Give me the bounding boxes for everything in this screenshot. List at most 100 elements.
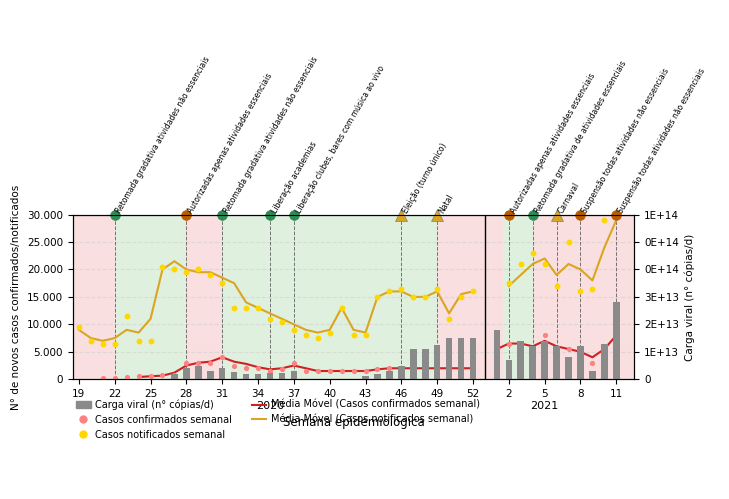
- Point: [181, 359, 192, 367]
- Bar: [494, 330, 500, 379]
- Point: [312, 334, 324, 342]
- Point: [419, 293, 431, 301]
- Bar: [398, 365, 405, 379]
- Bar: [114, 215, 187, 379]
- Point: [359, 331, 371, 339]
- Point: [587, 285, 599, 293]
- Point: [372, 293, 383, 301]
- Point: [144, 372, 156, 380]
- Bar: [565, 357, 572, 379]
- Text: 2020: 2020: [256, 401, 284, 412]
- Point: [252, 364, 264, 372]
- Point: [157, 371, 168, 379]
- Point: [168, 265, 180, 273]
- Point: [192, 265, 204, 273]
- Point: [109, 374, 120, 382]
- Bar: [231, 372, 238, 379]
- Point: [599, 342, 610, 350]
- Bar: [577, 346, 584, 379]
- Point: [503, 340, 515, 348]
- Text: Liberação clubes, bares com música ao vivo: Liberação clubes, bares com música ao vi…: [294, 64, 386, 215]
- Bar: [278, 373, 285, 379]
- Text: Carnaval: Carnaval: [557, 181, 582, 215]
- Point: [241, 364, 252, 372]
- Point: [168, 371, 180, 379]
- Text: Retomada gradativa atividades não essenciais: Retomada gradativa atividades não essenc…: [222, 54, 320, 215]
- Point: [348, 367, 359, 375]
- Point: [527, 249, 539, 257]
- Point: [252, 304, 264, 312]
- Point: [539, 260, 550, 268]
- Point: [300, 367, 311, 375]
- Point: [85, 337, 97, 345]
- Bar: [518, 341, 524, 379]
- Point: [527, 345, 539, 353]
- Bar: [469, 338, 476, 379]
- Point: [599, 216, 610, 224]
- Point: [419, 364, 431, 372]
- Point: [587, 359, 599, 367]
- Bar: [533, 215, 634, 379]
- Point: [181, 268, 192, 276]
- Bar: [187, 215, 222, 379]
- Bar: [183, 368, 190, 379]
- Bar: [291, 371, 297, 379]
- Point: [276, 365, 288, 373]
- Point: [241, 304, 252, 312]
- Point: [383, 287, 395, 295]
- Point: [610, 331, 622, 339]
- Text: Liberação academias: Liberação academias: [270, 140, 319, 215]
- Point: [109, 340, 120, 348]
- Point: [336, 304, 348, 312]
- Text: Retomada gradativa atividades não essenciais: Retomada gradativa atividades não essenc…: [114, 54, 212, 215]
- Bar: [505, 360, 512, 379]
- Text: Eleição (turno único): Eleição (turno único): [402, 141, 449, 215]
- Point: [217, 353, 228, 361]
- Text: Suspensão todas atividades não essenciais: Suspensão todas atividades não essenciai…: [616, 66, 707, 215]
- Point: [515, 260, 526, 268]
- Point: [503, 279, 515, 287]
- Point: [539, 331, 550, 339]
- Point: [455, 293, 467, 301]
- Bar: [195, 365, 202, 379]
- Bar: [243, 374, 249, 379]
- Point: [312, 367, 324, 375]
- Point: [97, 374, 109, 382]
- Point: [264, 315, 276, 323]
- Point: [217, 279, 228, 287]
- Bar: [613, 302, 620, 379]
- Bar: [422, 349, 429, 379]
- Bar: [73, 215, 114, 379]
- Point: [324, 367, 335, 375]
- Bar: [374, 374, 381, 379]
- Point: [443, 315, 455, 323]
- Point: [121, 312, 133, 320]
- Bar: [219, 368, 225, 379]
- X-axis label: Semana epidemiológica: Semana epidemiológica: [283, 416, 424, 429]
- Bar: [503, 215, 533, 379]
- Point: [300, 331, 311, 339]
- Point: [467, 364, 479, 372]
- Bar: [437, 215, 503, 379]
- Point: [121, 373, 133, 381]
- Bar: [207, 371, 214, 379]
- Bar: [542, 341, 548, 379]
- Bar: [410, 349, 416, 379]
- Point: [574, 350, 586, 358]
- Point: [264, 367, 276, 375]
- Bar: [529, 346, 536, 379]
- Point: [408, 364, 419, 372]
- Point: [324, 329, 335, 337]
- Point: [336, 367, 348, 375]
- Text: 2021: 2021: [531, 401, 559, 412]
- Point: [491, 337, 503, 345]
- Point: [204, 271, 216, 279]
- Bar: [446, 338, 453, 379]
- Point: [574, 287, 586, 295]
- Bar: [553, 346, 560, 379]
- Point: [133, 372, 144, 381]
- Point: [443, 364, 455, 372]
- Point: [228, 361, 240, 369]
- Point: [455, 364, 467, 372]
- Point: [288, 359, 300, 367]
